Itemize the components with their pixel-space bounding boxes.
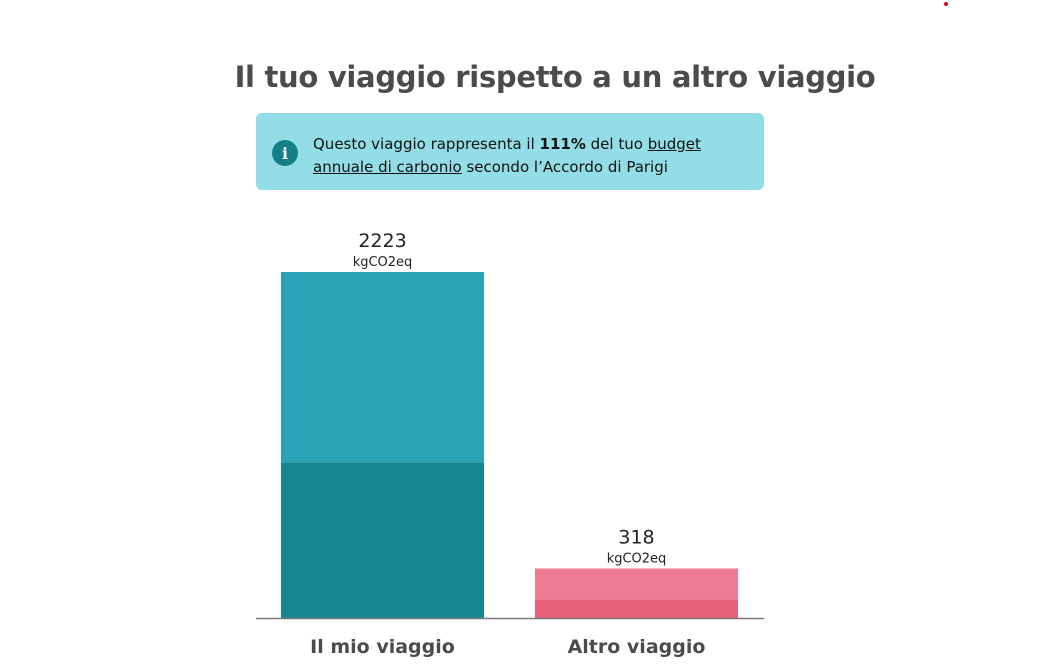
bar-unit-label: kgCO2eq <box>607 552 667 567</box>
bar-segment-1-1 <box>281 462 484 618</box>
info-text-before: Questo viaggio rappresenta il <box>313 135 540 153</box>
notification-dot <box>944 2 948 6</box>
bar-value-label: 2223 <box>358 230 406 252</box>
bar-segment-2-1 <box>535 599 738 618</box>
carbon-budget-link[interactable]: budget annuale di carbonio <box>313 135 701 176</box>
info-text: Questo viaggio rappresenta il 111% del t… <box>313 133 733 179</box>
bar-segment-2-2 <box>535 568 738 600</box>
info-icon: i <box>272 140 298 166</box>
category-label: Il mio viaggio <box>310 636 455 658</box>
info-text-middle: del tuo <box>585 135 648 153</box>
info-text-after: secondo l’Accordo di Parigi <box>461 158 668 176</box>
bar-value-label: 318 <box>618 527 654 549</box>
bar-segment-1-2 <box>281 272 484 463</box>
info-percent: 111% <box>539 135 586 153</box>
info-banner: i Questo viaggio rappresenta il 111% del… <box>256 113 764 190</box>
category-label: Altro viaggio <box>568 636 706 658</box>
page-title: Il tuo viaggio rispetto a un altro viagg… <box>234 60 876 94</box>
bar-unit-label: kgCO2eq <box>353 255 413 270</box>
